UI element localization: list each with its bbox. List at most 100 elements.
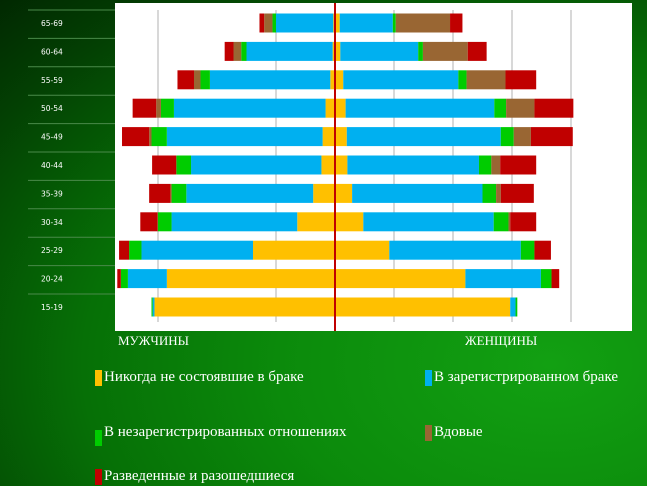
y-tick-label: 20-24 xyxy=(41,275,63,284)
bar-women xyxy=(551,269,560,289)
bar-men xyxy=(140,212,158,232)
legend-item-widowed: Вдовые xyxy=(425,424,483,441)
legend-swatch-divorced xyxy=(95,468,102,485)
bar-women xyxy=(335,183,353,203)
bar-men xyxy=(259,13,265,33)
bar-men xyxy=(173,98,326,118)
legend-label: Разведенные и разошедшиеся xyxy=(104,468,295,484)
bar-women xyxy=(505,70,537,90)
bar-men xyxy=(152,155,177,175)
y-tick-label: 35-39 xyxy=(41,189,63,198)
bar-men xyxy=(233,41,242,61)
legend-item-cohabiting: В незарегистрированных отношениях xyxy=(95,418,346,446)
y-tick-label: 60-64 xyxy=(41,47,63,56)
bar-women xyxy=(335,70,344,90)
bar-men xyxy=(170,183,172,203)
bar-men xyxy=(322,127,335,147)
bar-men xyxy=(177,70,194,90)
bar-women xyxy=(422,41,468,61)
legend-item-never-married: Никогда не состоявшие в браке xyxy=(95,369,304,386)
y-tick-label: 30-34 xyxy=(41,218,63,227)
bar-men xyxy=(313,183,335,203)
bar-women xyxy=(363,212,494,232)
legend-swatch-married xyxy=(425,369,432,386)
y-tick-label: 55-59 xyxy=(41,76,63,85)
bar-men xyxy=(149,183,171,203)
bar-women xyxy=(506,98,535,118)
bar-women xyxy=(465,269,541,289)
bar-women xyxy=(515,297,518,317)
bar-men xyxy=(152,297,155,317)
bar-women xyxy=(335,127,347,147)
y-tick-label: 15-19 xyxy=(41,303,63,312)
bar-women xyxy=(534,240,551,260)
bar-women xyxy=(520,240,535,260)
bar-women xyxy=(500,127,514,147)
legend-swatch-widowed xyxy=(425,424,432,441)
bar-men xyxy=(171,183,187,203)
bar-women xyxy=(335,269,466,289)
bar-men xyxy=(186,183,314,203)
legend-swatch-never-married xyxy=(95,369,102,386)
bar-women xyxy=(335,13,340,33)
legend-swatch-cohabiting xyxy=(95,430,102,446)
bar-men xyxy=(149,127,152,147)
bar-women xyxy=(395,13,451,33)
bar-women xyxy=(510,212,537,232)
bar-men xyxy=(176,155,192,175)
legend-label: В незарегистрированных отношениях xyxy=(104,423,347,440)
women-label: ЖЕНЩИНЫ xyxy=(465,333,538,348)
bar-men xyxy=(156,98,161,118)
y-tick-label: 40-44 xyxy=(41,161,63,170)
bar-women xyxy=(418,41,423,61)
bar-men xyxy=(158,212,172,232)
bar-women xyxy=(467,41,487,61)
bar-men xyxy=(129,240,142,260)
bar-women xyxy=(339,13,393,33)
bar-women xyxy=(478,155,492,175)
bar-men xyxy=(330,70,335,90)
bar-men xyxy=(246,41,333,61)
bar-men xyxy=(193,70,201,90)
legend-item-married: В зарегистрированном браке xyxy=(425,369,618,386)
y-tick-label: 50-54 xyxy=(41,104,63,113)
bar-men xyxy=(252,240,335,260)
bar-women xyxy=(466,70,506,90)
bar-men xyxy=(276,13,334,33)
bar-women xyxy=(335,240,390,260)
legend-label: В зарегистрированном браке xyxy=(434,369,619,385)
bar-women xyxy=(335,98,346,118)
bar-women xyxy=(335,212,364,232)
bar-women xyxy=(392,13,396,33)
bar-men xyxy=(117,269,121,289)
bar-men xyxy=(166,269,335,289)
bar-men xyxy=(191,155,322,175)
bar-women xyxy=(346,127,501,147)
bar-women xyxy=(345,98,495,118)
bar-men xyxy=(157,212,158,232)
bar-women xyxy=(493,212,509,232)
bar-women xyxy=(491,155,501,175)
bar-men xyxy=(209,70,331,90)
bar-men xyxy=(297,212,335,232)
bar-men xyxy=(141,240,253,260)
bar-men xyxy=(154,297,335,317)
bar-men xyxy=(332,41,335,61)
bar-women xyxy=(510,297,516,317)
bar-women xyxy=(513,127,531,147)
bar-women xyxy=(500,155,537,175)
bar-men xyxy=(264,13,273,33)
bar-men xyxy=(127,269,167,289)
bar-men xyxy=(325,98,335,118)
bar-men xyxy=(151,297,153,317)
bar-women xyxy=(508,212,511,232)
bar-men xyxy=(224,41,234,61)
men-label: МУЖЧИНЫ xyxy=(118,333,189,348)
bar-men xyxy=(166,127,323,147)
bar-women xyxy=(530,127,573,147)
bar-men xyxy=(171,212,298,232)
bar-women xyxy=(494,98,507,118)
bar-women xyxy=(343,70,459,90)
bar-women xyxy=(335,297,511,317)
